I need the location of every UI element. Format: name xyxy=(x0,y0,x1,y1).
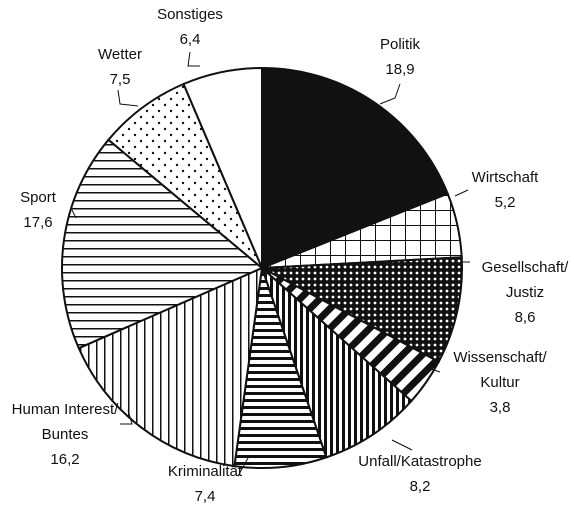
leader-line xyxy=(391,439,413,451)
slice-label: Politik xyxy=(380,36,421,53)
slice-label: Gesellschaft/ xyxy=(482,259,570,276)
value-label: 8,2 xyxy=(410,478,431,495)
slice-label: Kultur xyxy=(480,374,519,391)
slice-label: Justiz xyxy=(506,284,544,301)
slice-label: Wissenschaft/ xyxy=(453,349,547,366)
pie-slice xyxy=(261,66,449,270)
value-label: 6,4 xyxy=(180,31,201,48)
leader-line xyxy=(427,367,441,373)
leader-line xyxy=(379,83,401,105)
value-label: 3,8 xyxy=(490,399,511,416)
value-label: 8,6 xyxy=(515,309,536,326)
leader-line xyxy=(454,189,469,197)
slice-label: Kriminalität xyxy=(168,463,243,480)
slice-label: Wetter xyxy=(98,46,142,63)
leader-line xyxy=(117,89,139,107)
value-label: 5,2 xyxy=(495,194,516,211)
pie-slice xyxy=(259,264,413,459)
pie-slice xyxy=(182,66,263,269)
pie-slice xyxy=(77,266,264,468)
slice-label: Buntes xyxy=(42,426,89,443)
pie-slice xyxy=(258,256,463,364)
value-label: 17,6 xyxy=(23,214,52,231)
slice-label: Sonstiges xyxy=(157,6,223,23)
value-label: 7,4 xyxy=(195,488,216,505)
slice-label: Sport xyxy=(20,189,57,206)
slice-label: Human Interest/ xyxy=(12,401,120,418)
leader-line xyxy=(237,457,249,477)
pie-slice xyxy=(61,138,264,350)
slice-label: Unfall/Katastrophe xyxy=(358,453,481,470)
value-label: 18,9 xyxy=(385,61,414,78)
pie-slice xyxy=(107,82,263,269)
value-label: 16,2 xyxy=(50,451,79,468)
slice-label: Wirtschaft xyxy=(472,169,540,186)
leader-line xyxy=(187,51,200,67)
leader-line xyxy=(71,209,77,219)
value-label: 7,5 xyxy=(110,71,131,88)
leader-line xyxy=(120,409,133,425)
